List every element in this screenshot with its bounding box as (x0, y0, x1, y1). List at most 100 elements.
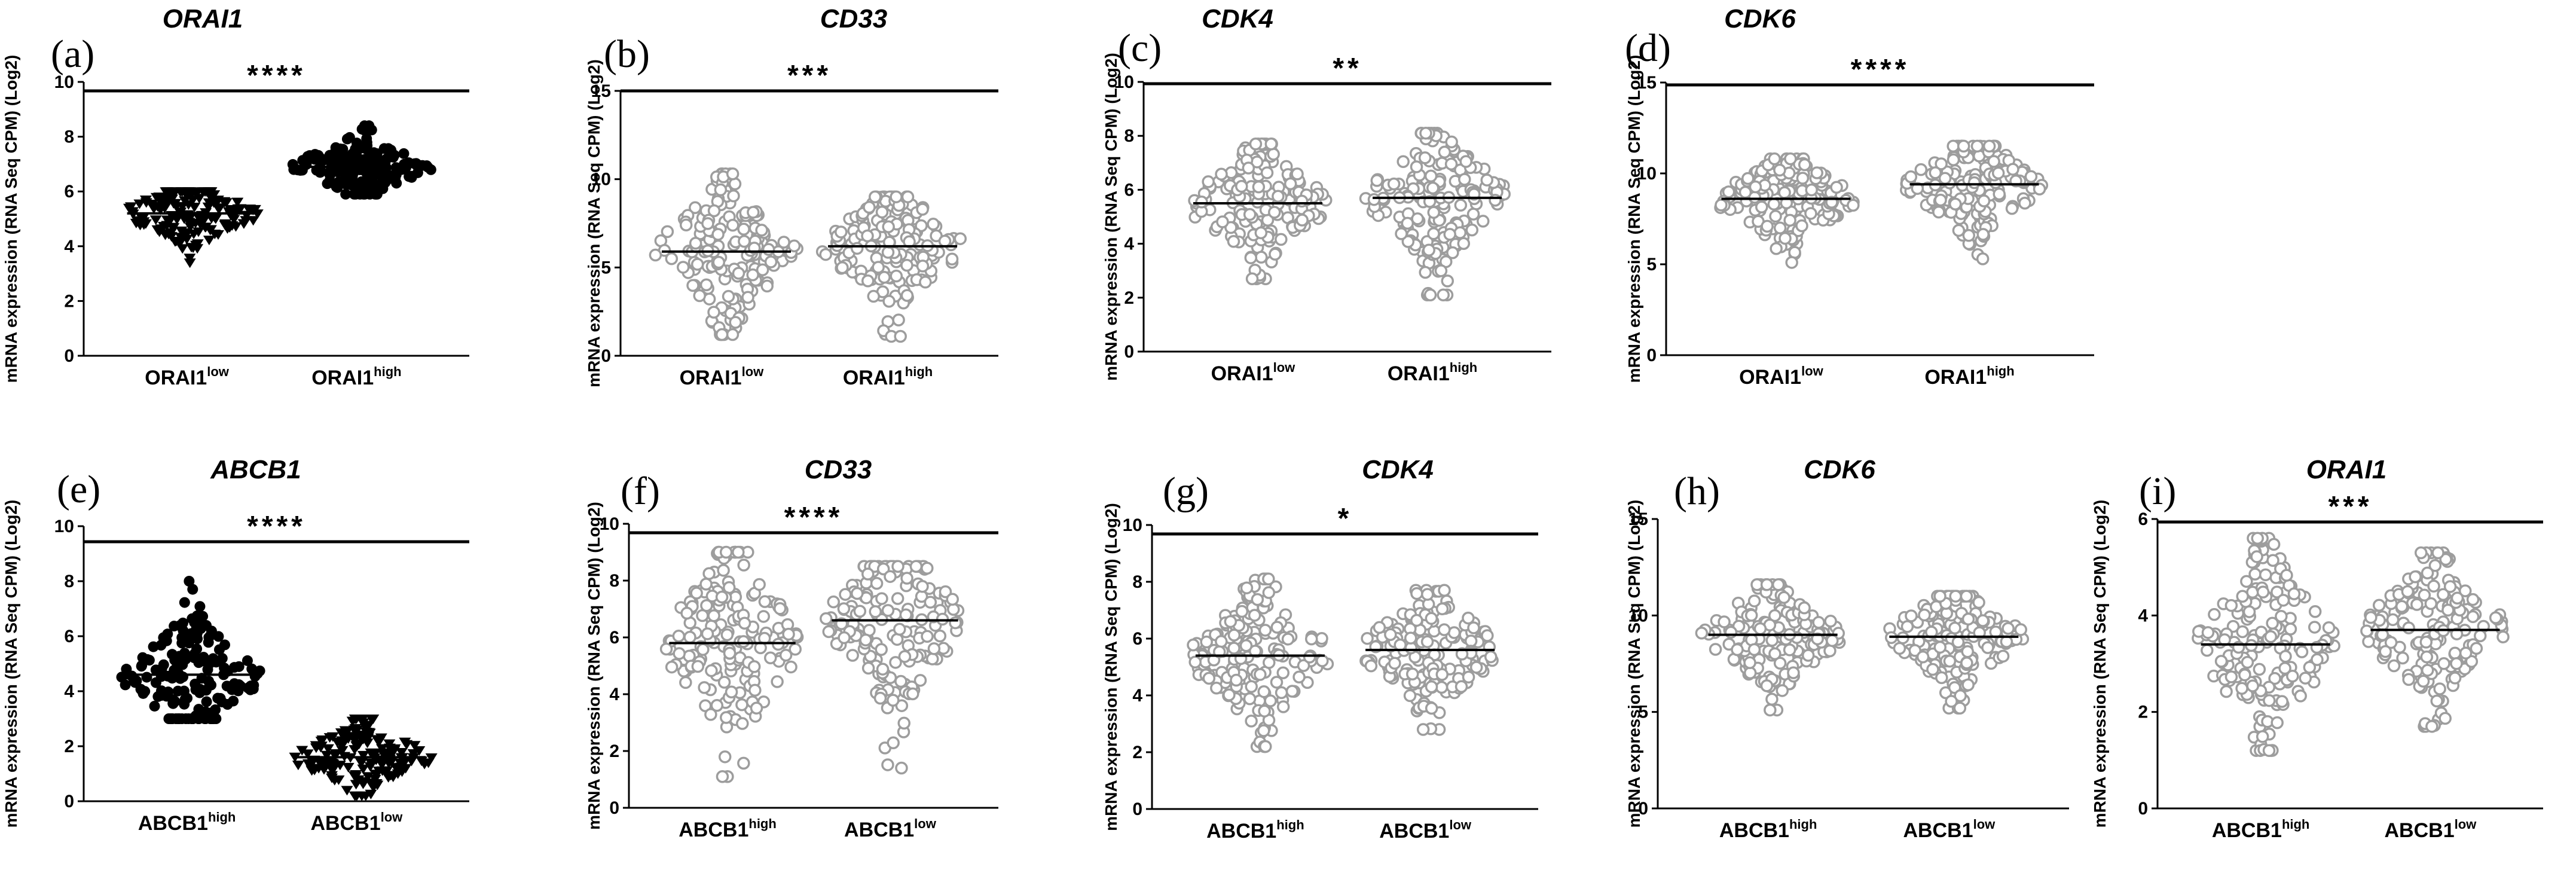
data-point (1242, 161, 1255, 175)
data-point (1251, 593, 1264, 606)
panel-a: (a) ORAI1 mRNA expression (RNA Seq CPM) (L… (2, 4, 469, 389)
data-point (1914, 163, 1928, 176)
x-category-label: ORAI1high (1388, 360, 1477, 385)
data-point (1935, 157, 1948, 170)
data-point (296, 746, 308, 756)
y-tick-label: 0 (64, 792, 74, 811)
y-tick-label: 2 (1124, 288, 1134, 308)
data-point (707, 306, 720, 319)
data-point (162, 628, 173, 640)
data-point (1245, 680, 1258, 694)
data-point (1715, 199, 1728, 212)
data-point (169, 664, 180, 676)
data-point (723, 646, 737, 660)
data-point (771, 675, 784, 688)
data-point (1738, 185, 1752, 199)
data-point (183, 629, 194, 640)
data-point (179, 597, 190, 608)
data-point (1453, 226, 1467, 239)
data-point (1255, 251, 1268, 264)
data-point (206, 679, 217, 691)
data-point (305, 756, 318, 767)
data-point (1427, 206, 1441, 219)
data-point (2424, 597, 2438, 610)
data-point (1240, 581, 1254, 594)
data-point (2372, 599, 2386, 612)
data-point (1991, 166, 2005, 180)
data-point (2001, 622, 2015, 635)
data-point (861, 274, 875, 288)
data-point (184, 222, 197, 233)
x-category-label: ABCB1high (2212, 817, 2310, 842)
data-point (2224, 599, 2238, 612)
data-point (1373, 621, 1386, 634)
data-point (701, 627, 714, 640)
data-point (851, 587, 864, 600)
data-point (1933, 590, 1946, 603)
data-point (1893, 642, 1906, 655)
data-point (913, 674, 927, 687)
data-point (334, 761, 346, 771)
data-point (679, 676, 692, 689)
data-point (316, 759, 329, 769)
y-axis-label: mRNA expression (RNA Seq CPM) (Log2) (2091, 500, 2109, 828)
data-point (1397, 155, 1410, 168)
group-orai1-high: ORAI1high (1359, 126, 1511, 385)
data-point (146, 199, 158, 209)
group-abcb1-high: ABCB1high (2192, 532, 2340, 842)
data-point (2280, 569, 2293, 582)
y-tick-label: 10 (1637, 164, 1657, 184)
data-point (737, 635, 750, 648)
data-point (399, 764, 412, 774)
data-point (891, 560, 904, 573)
data-point (2259, 568, 2272, 582)
data-point (1976, 614, 1990, 627)
data-point (412, 167, 423, 178)
data-point (869, 605, 882, 618)
data-point (2276, 594, 2290, 607)
data-point (342, 762, 355, 773)
data-point (1796, 172, 1810, 185)
panel-e: (e) ABCB1 mRNA expression (RNA Seq CPM) (L… (2, 455, 469, 835)
data-point (1744, 609, 1758, 622)
panel-c: (c) CDK4 mRNA expression (RNA Seq CPM) (Lo… (1102, 4, 1551, 385)
data-point (2441, 603, 2455, 617)
y-tick-label: 10 (1628, 606, 1648, 625)
data-point (209, 213, 221, 223)
data-point (2294, 689, 2307, 703)
data-point (738, 234, 751, 248)
data-point (1370, 174, 1384, 187)
data-point (1248, 609, 1261, 622)
data-point (1210, 681, 1223, 695)
y-tick-label: 5 (601, 258, 611, 277)
data-point (1780, 196, 1793, 210)
data-point (726, 328, 740, 341)
data-point (720, 628, 734, 642)
data-point (861, 661, 875, 675)
data-point (2437, 657, 2450, 670)
data-point (2033, 182, 2046, 196)
data-point (881, 758, 894, 771)
data-point (836, 261, 849, 274)
x-category-label: ORAI1high (843, 364, 933, 389)
data-point (916, 203, 929, 216)
y-tick-label: 0 (609, 798, 619, 818)
data-point (1259, 740, 1272, 753)
data-point (350, 741, 363, 751)
data-point (1388, 657, 1401, 670)
data-point (1427, 227, 1440, 240)
data-point (315, 737, 328, 747)
data-point (1747, 594, 1761, 608)
data-point (136, 660, 148, 671)
data-point (1961, 645, 1975, 658)
data-point (1403, 689, 1417, 703)
data-point (1935, 671, 1948, 685)
data-point (2242, 605, 2256, 618)
data-point (1260, 166, 1274, 179)
data-point (155, 224, 167, 234)
data-point (1785, 256, 1798, 269)
group-abcb1-low: ABCB1low (1883, 590, 2030, 842)
y-tick-label: 0 (2138, 799, 2148, 819)
data-point (1457, 237, 1471, 250)
data-point (1285, 685, 1299, 698)
